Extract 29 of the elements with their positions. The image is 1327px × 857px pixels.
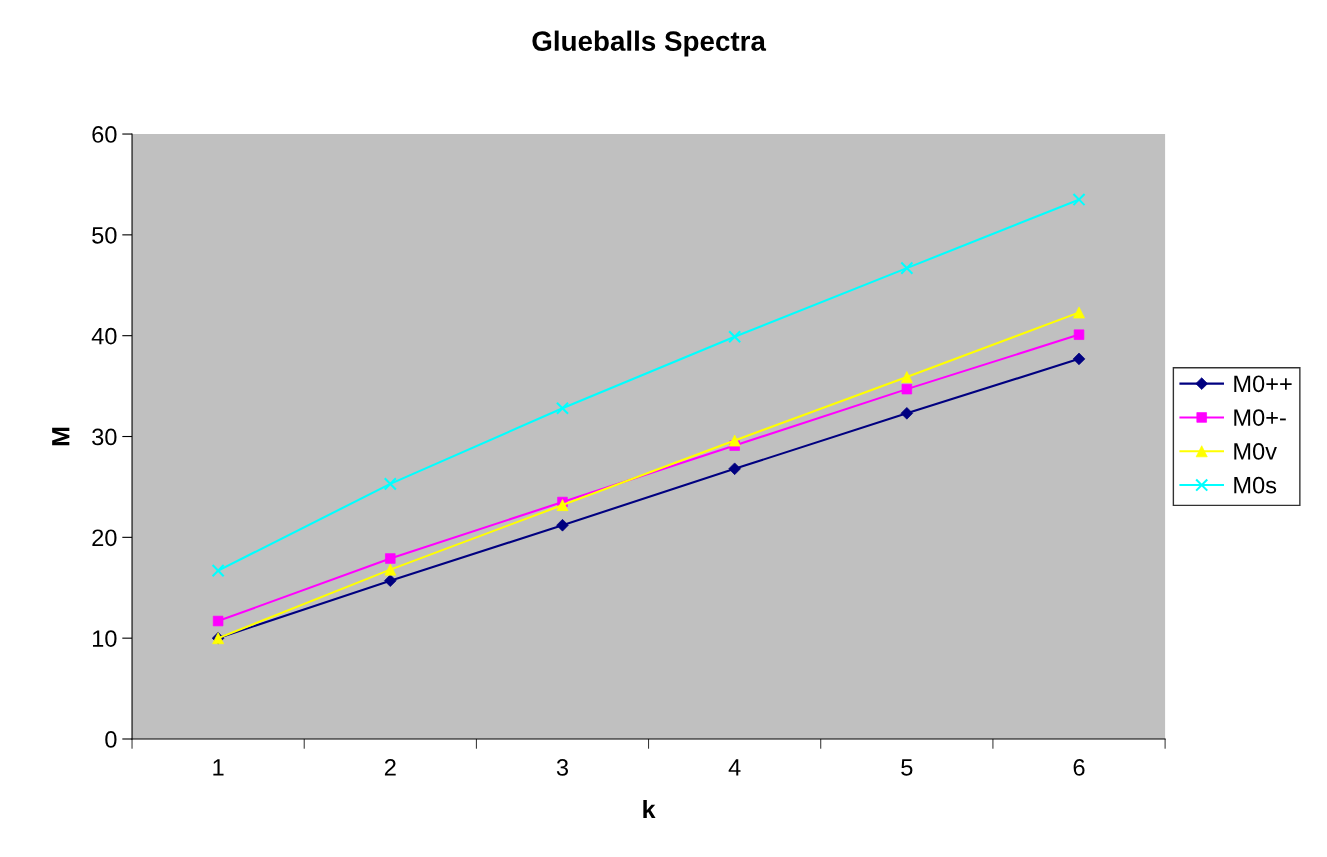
y-axis-title: M [52, 427, 70, 446]
legend-label: M0++ [1234, 375, 1292, 393]
point [212, 615, 224, 627]
legend-label: M0v [1234, 443, 1277, 460]
y-tick-label: 10 [92, 630, 117, 647]
chart-title: Glueballs Spectra [532, 30, 767, 57]
point [211, 564, 225, 578]
legend-label: M0+- [1234, 409, 1286, 426]
point [900, 261, 914, 275]
y-tick-label: 0 [105, 731, 117, 748]
y-tick-label: 30 [92, 428, 117, 446]
point [1072, 192, 1086, 207]
y-tick-label: 50 [92, 226, 117, 244]
x-axis-title: k [643, 799, 656, 819]
point [555, 401, 570, 415]
x-tick-label: 4 [728, 759, 741, 776]
y-tick-label: 60 [92, 126, 117, 143]
x-tick-label: 2 [384, 759, 396, 776]
point [901, 383, 913, 395]
y-tick-label: 20 [92, 529, 117, 547]
point [383, 477, 397, 491]
point [1073, 329, 1085, 340]
x-tick-label: 3 [556, 759, 569, 776]
x-tick-label: 1 [213, 759, 224, 776]
point [728, 330, 742, 344]
y-tick-label: 40 [91, 327, 117, 345]
x-tick-label: 6 [1073, 759, 1085, 776]
legend-label: M0s [1234, 476, 1277, 494]
x-tick-label: 5 [901, 759, 913, 776]
